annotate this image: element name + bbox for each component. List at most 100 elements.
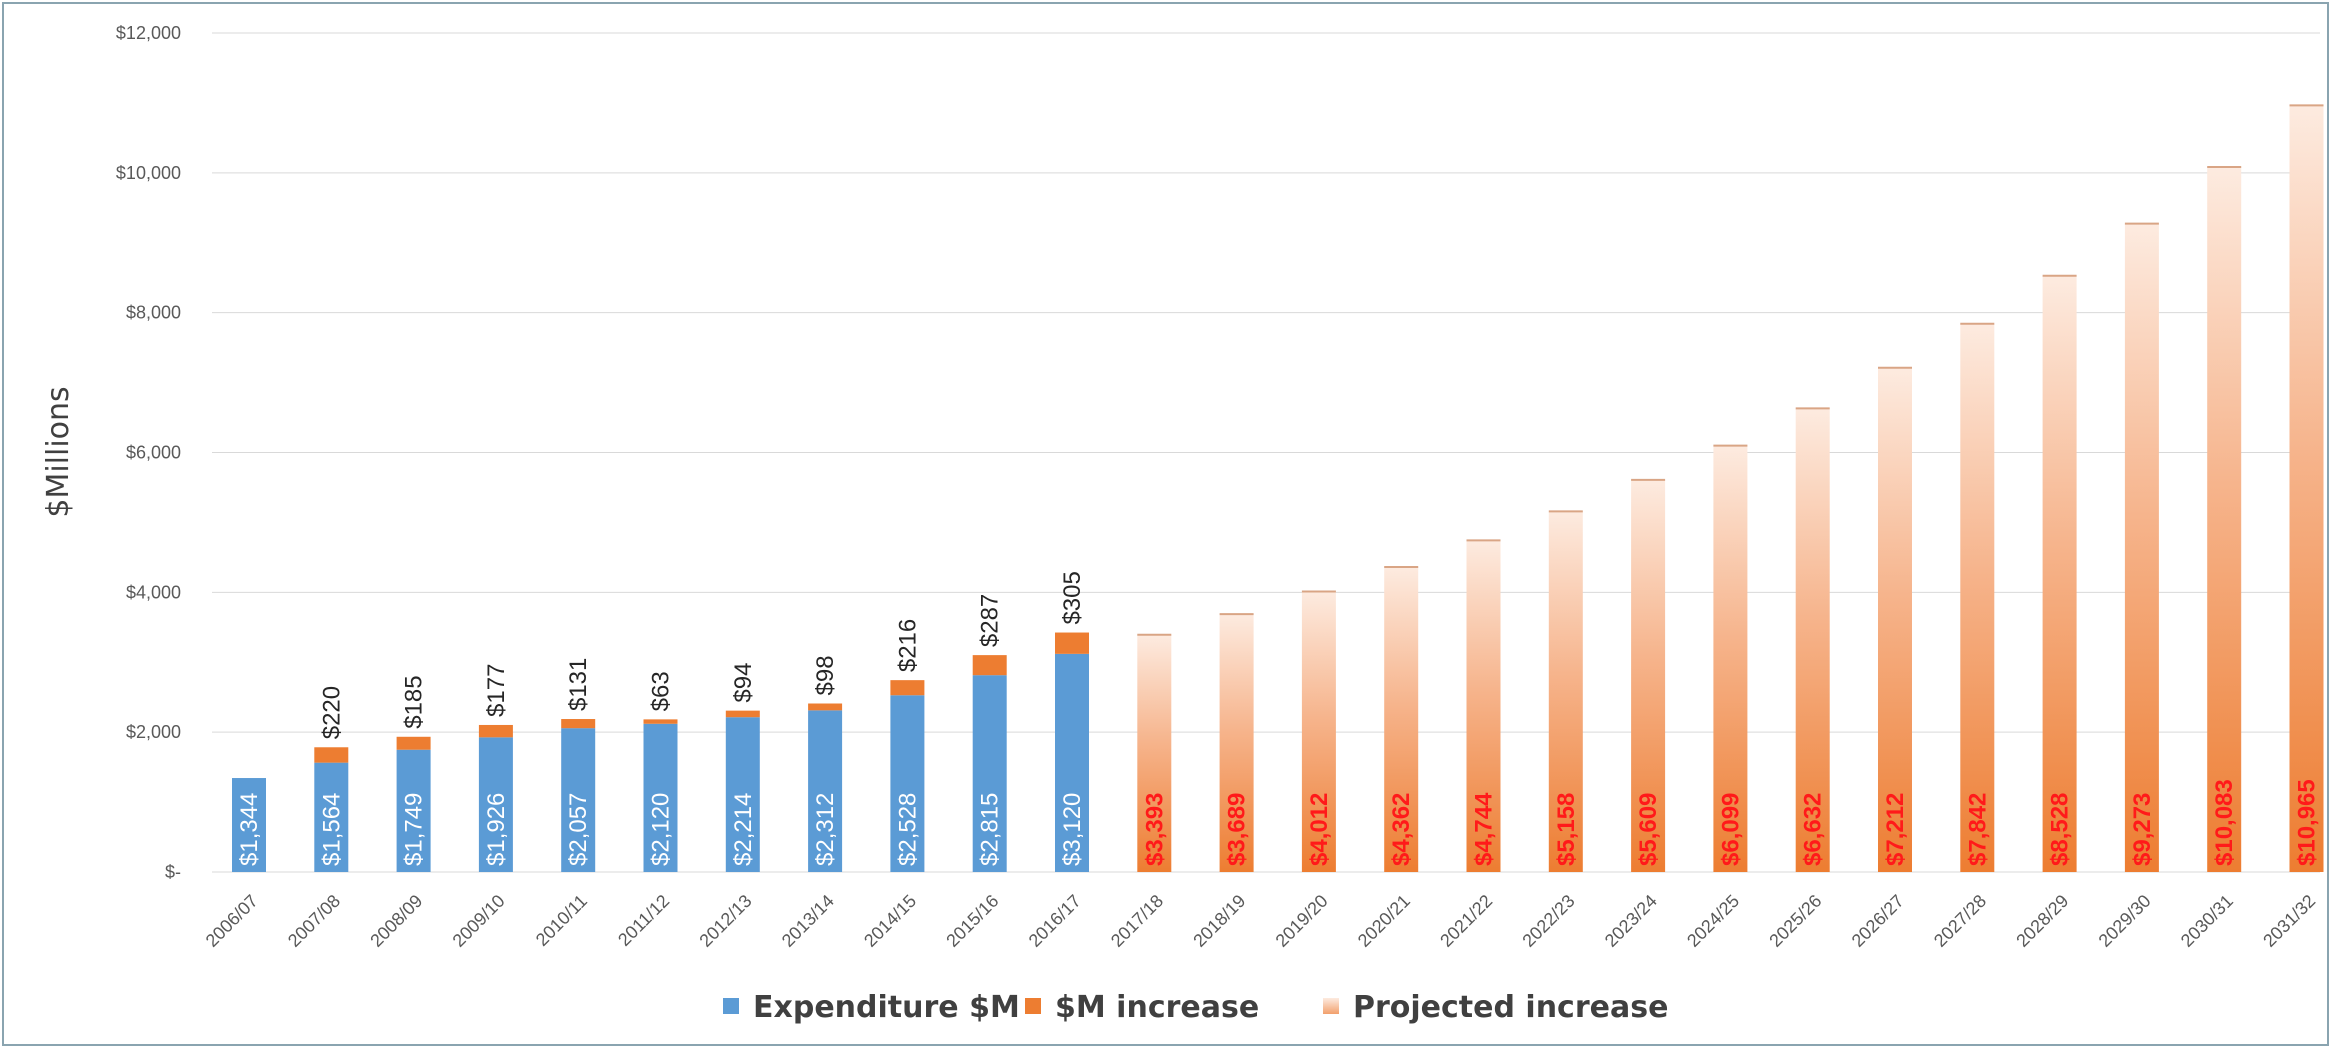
bar-expenditure bbox=[561, 728, 596, 872]
bar-projected bbox=[1219, 614, 1254, 872]
data-label-projected: $9,273 bbox=[2129, 793, 2156, 866]
data-label-projected: $5,158 bbox=[1553, 793, 1580, 866]
bar-projected bbox=[1384, 567, 1419, 872]
legend-swatch bbox=[1025, 998, 1041, 1014]
x-tick-label: 2023/24 bbox=[1601, 891, 1661, 951]
x-tick-label: 2016/17 bbox=[1025, 891, 1085, 951]
x-tick-label: 2025/26 bbox=[1765, 891, 1825, 951]
legend-label: $M increase bbox=[1055, 990, 1259, 1025]
bar-projected bbox=[1301, 591, 1336, 872]
data-label-expenditure: $1,344 bbox=[236, 793, 263, 866]
bar-increase bbox=[643, 719, 678, 724]
x-tick-label: 2030/31 bbox=[2177, 891, 2237, 951]
data-label-increase: $98 bbox=[812, 655, 839, 695]
data-label-projected: $4,012 bbox=[1306, 793, 1333, 866]
data-label-projected: $7,212 bbox=[1882, 793, 1909, 866]
x-tick-label: 2026/27 bbox=[1848, 891, 1908, 951]
bar-expenditure bbox=[890, 695, 925, 872]
x-tick-label: 2011/12 bbox=[614, 891, 673, 950]
bar-projected bbox=[1631, 479, 1666, 872]
x-tick-label: 2017/18 bbox=[1107, 891, 1167, 951]
data-label-increase: $185 bbox=[401, 675, 428, 728]
x-tick-label: 2031/32 bbox=[2259, 891, 2319, 951]
bar-increase bbox=[561, 719, 596, 729]
bar-projected bbox=[1960, 323, 1995, 872]
data-label-projected: $6,099 bbox=[1717, 793, 1744, 866]
data-label-increase: $305 bbox=[1059, 571, 1086, 624]
y-tick-label: $2,000 bbox=[126, 722, 181, 742]
data-label-projected: $3,393 bbox=[1141, 793, 1168, 866]
data-label-increase: $94 bbox=[730, 663, 757, 703]
data-label-expenditure: $1,926 bbox=[483, 793, 510, 866]
x-tick-label: 2012/13 bbox=[695, 891, 755, 951]
bar-increase bbox=[890, 680, 925, 696]
data-label-increase: $177 bbox=[483, 664, 510, 717]
bar-increase bbox=[808, 703, 843, 711]
data-label-expenditure: $2,528 bbox=[894, 793, 921, 866]
bar-increase bbox=[1055, 632, 1089, 654]
x-tick-label: 2015/16 bbox=[942, 891, 1002, 951]
bar-projected bbox=[1137, 634, 1172, 872]
data-label-expenditure: $3,120 bbox=[1059, 793, 1086, 866]
x-tick-label: 2014/15 bbox=[860, 891, 920, 951]
x-tick-label: 2022/23 bbox=[1518, 891, 1578, 951]
gridlines bbox=[212, 32, 2320, 873]
data-label-increase: $220 bbox=[318, 686, 345, 739]
x-tick-label: 2006/07 bbox=[202, 891, 262, 951]
x-tick-label: 2009/10 bbox=[449, 891, 509, 951]
bar-projected bbox=[2207, 167, 2242, 872]
data-label-increase: $216 bbox=[894, 619, 921, 672]
bar-projected bbox=[1713, 445, 1748, 872]
y-axis-label: $Millions bbox=[41, 386, 76, 517]
data-label-expenditure: $1,749 bbox=[401, 793, 428, 866]
x-tick-label: 2019/20 bbox=[1272, 891, 1332, 951]
x-tick-label: 2024/25 bbox=[1683, 891, 1743, 951]
legend-swatch bbox=[723, 998, 739, 1014]
data-label-projected: $4,362 bbox=[1388, 793, 1415, 866]
y-tick-label: $6,000 bbox=[126, 443, 181, 463]
legend-label: Expenditure $M bbox=[753, 990, 1020, 1025]
data-label-projected: $5,609 bbox=[1635, 793, 1662, 866]
bar-expenditure bbox=[314, 762, 349, 872]
bar-increase bbox=[725, 710, 760, 718]
data-label-projected: $8,528 bbox=[2047, 793, 2074, 866]
legend-swatch bbox=[1323, 998, 1339, 1014]
y-tick-label: $- bbox=[165, 862, 181, 882]
x-tick-label: 2018/19 bbox=[1189, 891, 1249, 951]
bar-projected bbox=[2289, 105, 2324, 872]
x-tick-label: 2008/09 bbox=[366, 891, 426, 951]
data-label-expenditure: $2,815 bbox=[977, 793, 1004, 866]
x-tick-label: 2020/21 bbox=[1354, 891, 1414, 951]
x-tick-label: 2010/11 bbox=[532, 891, 591, 950]
bar-expenditure bbox=[972, 675, 1007, 872]
bar-expenditure bbox=[478, 737, 513, 872]
bar-projected bbox=[2124, 223, 2159, 873]
bars bbox=[232, 104, 2324, 873]
x-tick-label: 2013/14 bbox=[778, 891, 838, 951]
data-label-increase: $131 bbox=[565, 658, 592, 711]
data-label-expenditure: $2,214 bbox=[730, 793, 757, 866]
data-label-increase: $287 bbox=[977, 594, 1004, 647]
bar-increase bbox=[314, 747, 349, 763]
data-label-increase: $63 bbox=[648, 671, 675, 711]
data-label-expenditure: $2,057 bbox=[565, 793, 592, 866]
x-tick-label: 2028/29 bbox=[2012, 891, 2072, 951]
x-tick-label: 2027/28 bbox=[1930, 891, 1990, 951]
x-tick-labels: 2006/07 2007/08 2008/09 2009/10 2010/11 2011/… bbox=[202, 891, 2320, 951]
bar-expenditure bbox=[725, 717, 760, 872]
bar-projected bbox=[2042, 275, 2077, 872]
y-tick-label: $4,000 bbox=[126, 582, 181, 602]
bar-expenditure bbox=[643, 723, 678, 872]
x-tick-label: 2021/22 bbox=[1436, 891, 1496, 951]
data-label-projected: $3,689 bbox=[1224, 793, 1251, 866]
bar-expenditure bbox=[1055, 653, 1089, 872]
bar-projected bbox=[1795, 408, 1830, 872]
data-label-projected: $7,842 bbox=[1964, 793, 1991, 866]
data-label-expenditure: $2,312 bbox=[812, 793, 839, 866]
data-labels: $1,344 $1,564 $220 $1,749 $185 $1,926 $177 $2,0… bbox=[236, 571, 2321, 866]
x-tick-label: 2029/30 bbox=[2095, 891, 2155, 951]
data-label-projected: $10,965 bbox=[2294, 779, 2321, 866]
y-tick-label: $8,000 bbox=[126, 303, 181, 323]
